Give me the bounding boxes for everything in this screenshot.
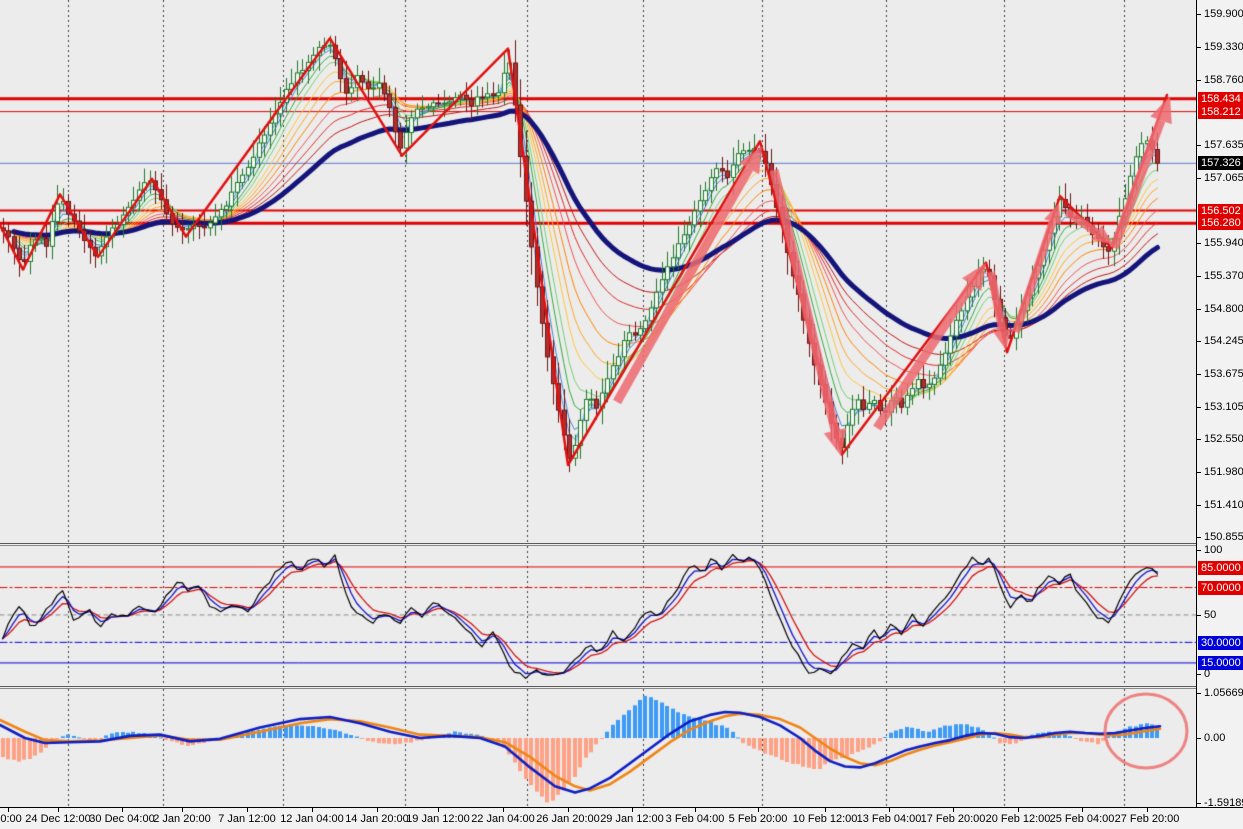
price-badge: 158.434 [1198,92,1243,106]
price-tick-label: 153.105 [1204,401,1243,413]
time-tick-mark [182,808,183,812]
time-tick-mark [503,808,504,812]
price-tick-label: -1.59189 [1204,797,1243,809]
time-tick-mark [1082,808,1083,812]
axis-tick-mark [1197,14,1201,15]
axis-tick-mark [1197,738,1201,739]
time-tick-mark [953,808,954,812]
time-label: 22 Jan 04:00 [471,813,535,825]
time-label: 13 Feb 04:00 [856,813,922,825]
time-label: 26 Jan 20:00 [536,813,600,825]
price-tick-label: 157.635 [1204,139,1243,151]
price-tick-label: 150.855 [1204,531,1243,543]
main-price-chart-canvas[interactable] [0,0,1196,543]
price-badge: 30.0000 [1198,636,1243,650]
price-badge: 157.326 [1198,156,1243,170]
time-tick-mark [889,808,890,812]
time-label: 27 Feb 20:00 [1114,813,1180,825]
price-badge: 156.280 [1198,216,1243,230]
price-badge: 158.212 [1198,105,1243,119]
time-tick-mark [758,808,759,812]
axis-tick-mark [1197,47,1201,48]
price-tick-label: 152.550 [1204,433,1243,445]
axis-tick-mark [1197,674,1201,675]
time-label: 20:00 [0,813,22,825]
time-tick-mark [438,808,439,812]
price-tick-label: 0.00 [1204,732,1226,744]
time-tick-mark [377,808,378,812]
axis-tick-mark [1197,309,1201,310]
axis-tick-mark [1197,374,1201,375]
price-tick-label: 100 [1204,544,1223,556]
panel-separator[interactable] [0,686,1243,689]
axis-tick-mark [1197,803,1201,804]
time-tick-mark [247,808,248,812]
time-label: 20 Feb 12:00 [985,813,1051,825]
axis-tick-mark [1197,505,1201,506]
time-label: 2 Jan 20:00 [153,813,211,825]
time-label: 25 Feb 04:00 [1049,813,1115,825]
price-axis[interactable]: 159.900 159.330 158.760 157.635 157.065 155.9… [1196,0,1243,809]
axis-tick-mark [1197,537,1201,538]
axis-tick-mark [1197,145,1201,146]
oscillator-panel-canvas[interactable] [0,546,1196,686]
axis-tick-mark [1197,693,1201,694]
time-tick-mark [312,808,313,812]
time-label: 5 Feb 20:00 [728,813,788,825]
axis-tick-mark [1197,243,1201,244]
time-label: 17 Feb 20:00 [920,813,986,825]
time-tick-mark [632,808,633,812]
time-label: 30 Dec 04:00 [89,813,155,825]
time-tick-mark [825,808,826,812]
axis-tick-mark [1197,472,1201,473]
time-tick-mark [568,808,569,812]
price-tick-label: 154.800 [1204,303,1243,315]
price-tick-label: 0 [1204,668,1211,680]
price-tick-label: 157.065 [1204,172,1243,184]
price-tick-label: 155.370 [1204,270,1243,282]
time-label: 3 Feb 04:00 [665,813,725,825]
time-label: 10 Feb 12:00 [792,813,858,825]
time-label: 12 Jan 04:00 [280,813,344,825]
axis-tick-mark [1197,615,1201,616]
price-tick-label: 159.330 [1204,41,1243,53]
time-label: 19 Jan 12:00 [406,813,470,825]
price-tick-label: 154.245 [1204,335,1243,347]
price-tick-label: 50 [1204,609,1217,621]
time-label: 14 Jan 20:00 [345,813,409,825]
time-tick-mark [1147,808,1148,812]
time-tick-mark [122,808,123,812]
time-tick-mark [695,808,696,812]
axis-tick-mark [1197,407,1201,408]
time-label: 7 Jan 12:00 [218,813,276,825]
time-tick-mark [58,808,59,812]
price-tick-label: 1.05669 [1204,687,1243,699]
price-tick-label: 151.980 [1204,466,1243,478]
time-label: 24 Dec 12:00 [25,813,91,825]
price-badge: 156.502 [1198,204,1243,218]
price-tick-label: 151.410 [1204,499,1243,511]
axis-tick-mark [1197,439,1201,440]
price-tick-label: 155.940 [1204,237,1243,249]
time-tick-mark [8,808,9,812]
panel-separator[interactable] [0,543,1243,546]
axis-tick-mark [1197,341,1201,342]
price-badge: 15.0000 [1198,656,1243,670]
price-tick-label: 158.760 [1204,74,1243,86]
axis-tick-mark [1197,178,1201,179]
price-badge: 70.0000 [1198,581,1243,595]
axis-tick-mark [1197,276,1201,277]
price-tick-label: 159.900 [1204,8,1243,20]
price-tick-label: 153.675 [1204,368,1243,380]
time-tick-mark [1018,808,1019,812]
axis-tick-mark [1197,80,1201,81]
macd-panel-canvas[interactable] [0,689,1196,807]
price-badge: 85.0000 [1198,561,1243,575]
axis-tick-mark [1197,550,1201,551]
time-label: 29 Jan 12:00 [600,813,664,825]
